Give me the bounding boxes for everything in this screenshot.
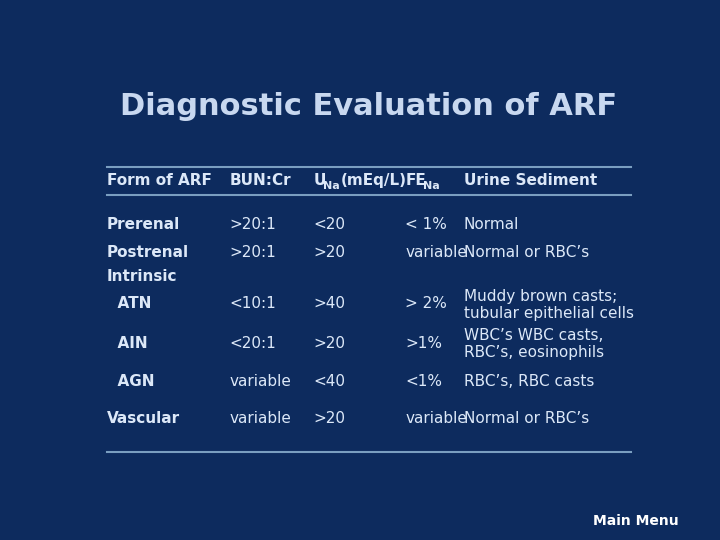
Text: >20: >20	[313, 411, 345, 426]
Text: tubular epithelial cells: tubular epithelial cells	[464, 306, 634, 321]
Text: AGN: AGN	[107, 374, 154, 389]
Text: <20: <20	[313, 218, 345, 232]
Text: <1%: <1%	[405, 374, 442, 389]
Text: WBC’s WBC casts,: WBC’s WBC casts,	[464, 328, 603, 343]
Text: Vascular: Vascular	[107, 411, 180, 426]
Text: (mEq/L): (mEq/L)	[341, 173, 407, 188]
Text: > 2%: > 2%	[405, 296, 447, 312]
Text: Urine Sediment: Urine Sediment	[464, 173, 597, 188]
Text: >20:1: >20:1	[230, 245, 276, 260]
Text: U: U	[313, 173, 325, 188]
Text: Normal or RBC’s: Normal or RBC’s	[464, 411, 589, 426]
Text: Main Menu: Main Menu	[593, 514, 678, 528]
Text: ATN: ATN	[107, 296, 151, 312]
Text: <10:1: <10:1	[230, 296, 276, 312]
Text: Na: Na	[323, 181, 340, 191]
Text: Form of ARF: Form of ARF	[107, 173, 212, 188]
Text: >1%: >1%	[405, 336, 442, 351]
Text: >40: >40	[313, 296, 345, 312]
Text: <20:1: <20:1	[230, 336, 276, 351]
Text: variable: variable	[230, 374, 292, 389]
Text: Diagnostic Evaluation of ARF: Diagnostic Evaluation of ARF	[120, 92, 618, 121]
Text: >20: >20	[313, 336, 345, 351]
Text: variable: variable	[230, 411, 292, 426]
Text: <40: <40	[313, 374, 345, 389]
Text: < 1%: < 1%	[405, 218, 447, 232]
Text: RBC’s, RBC casts: RBC’s, RBC casts	[464, 374, 594, 389]
Text: variable: variable	[405, 245, 467, 260]
Text: Prerenal: Prerenal	[107, 218, 180, 232]
Text: BUN:Cr: BUN:Cr	[230, 173, 291, 188]
Text: FE: FE	[405, 173, 426, 188]
Text: >20: >20	[313, 245, 345, 260]
Text: Normal: Normal	[464, 218, 519, 232]
Text: AIN: AIN	[107, 336, 148, 351]
Text: Intrinsic: Intrinsic	[107, 269, 177, 285]
Text: Na: Na	[423, 181, 440, 191]
Text: Postrenal: Postrenal	[107, 245, 189, 260]
Text: variable: variable	[405, 411, 467, 426]
Text: RBC’s, eosinophils: RBC’s, eosinophils	[464, 345, 604, 360]
Text: Normal or RBC’s: Normal or RBC’s	[464, 245, 589, 260]
Text: Muddy brown casts;: Muddy brown casts;	[464, 289, 617, 304]
Text: >20:1: >20:1	[230, 218, 276, 232]
